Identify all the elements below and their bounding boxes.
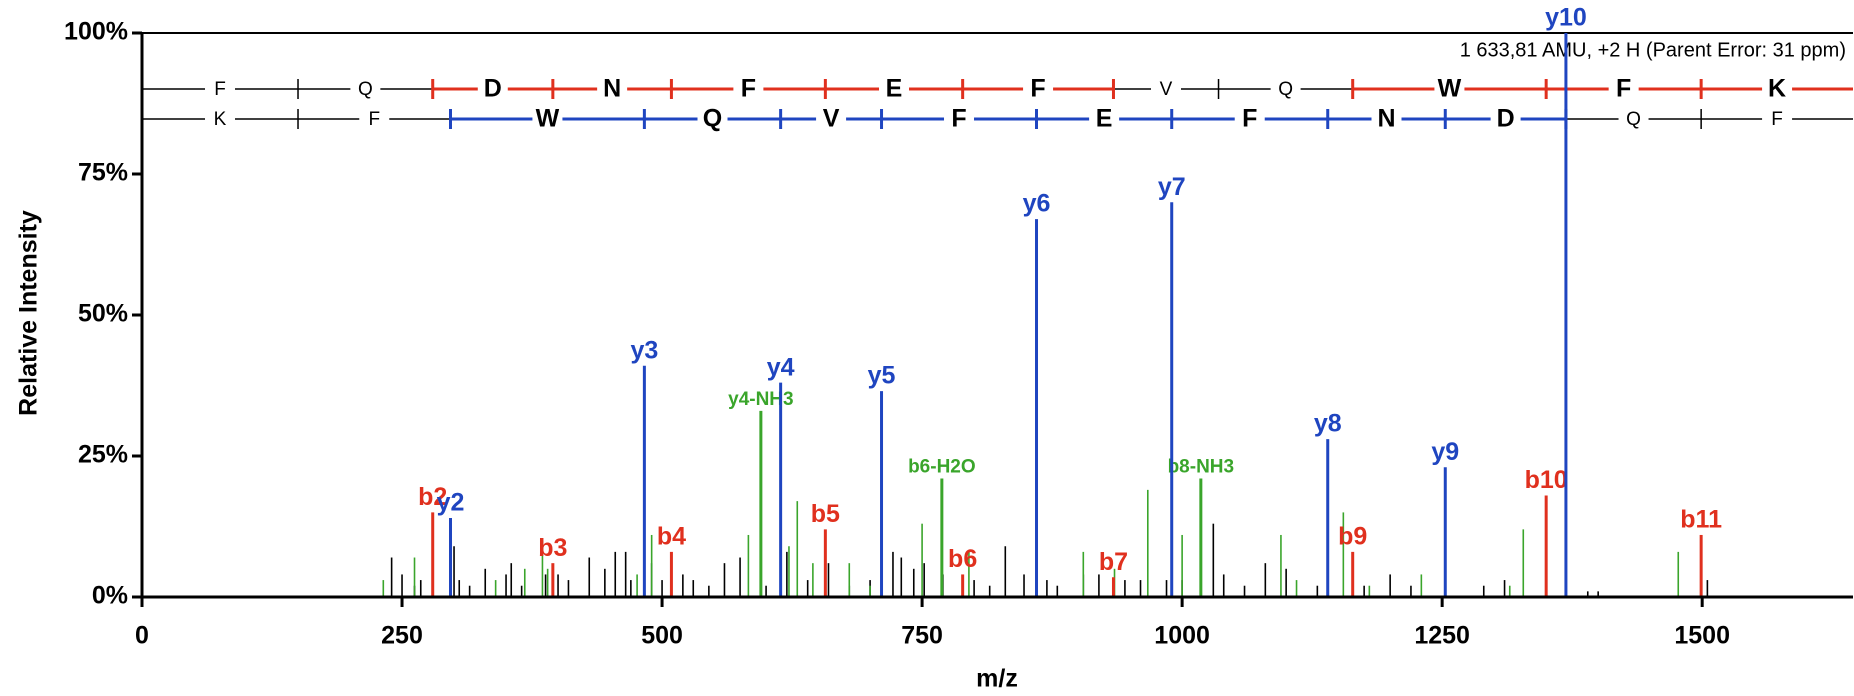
residue: F xyxy=(1771,109,1783,130)
residue: W xyxy=(1438,75,1462,103)
y-tick-label: 0% xyxy=(92,582,128,610)
y-axis-title: Relative Intensity xyxy=(15,210,43,416)
x-tick-label: 500 xyxy=(641,622,683,650)
peak-label: b6-H2O xyxy=(908,457,976,478)
peak-label: y6 xyxy=(1023,190,1051,218)
residue: K xyxy=(1768,75,1786,103)
x-tick-label: 1000 xyxy=(1154,622,1210,650)
x-tick-label: 250 xyxy=(381,622,423,650)
peak-label: b10 xyxy=(1525,466,1568,494)
x-tick-label: 1500 xyxy=(1674,622,1730,650)
residue: E xyxy=(1096,105,1113,133)
residue: K xyxy=(214,109,227,130)
peak-label: y9 xyxy=(1431,438,1459,466)
y-tick-label: 100% xyxy=(64,18,128,46)
y-tick-label: 50% xyxy=(78,300,128,328)
peak-label: b11 xyxy=(1680,506,1722,534)
residue: D xyxy=(1497,105,1515,133)
residue: E xyxy=(886,75,903,103)
peak-label: y7 xyxy=(1158,173,1186,201)
peak-label: y10 xyxy=(1545,4,1587,32)
residue: F xyxy=(1242,105,1257,133)
x-axis-title: m/z xyxy=(976,665,1018,693)
x-tick-label: 0 xyxy=(135,622,149,650)
peak-label: y4 xyxy=(767,353,795,381)
y-tick-label: 25% xyxy=(78,441,128,469)
residue: D xyxy=(484,75,502,103)
residue: W xyxy=(536,105,560,133)
residue: V xyxy=(823,105,840,133)
peak-label: y8 xyxy=(1314,410,1342,438)
peak-label: b4 xyxy=(657,522,686,550)
peak-label: b2 xyxy=(418,483,447,511)
residue: F xyxy=(1616,75,1631,103)
peak-label: b6 xyxy=(948,545,977,573)
x-tick-label: 1250 xyxy=(1414,622,1470,650)
peak-label: b5 xyxy=(811,500,840,528)
peak-label: b8-NH3 xyxy=(1168,457,1235,478)
residue: Q xyxy=(703,105,722,133)
y-tick-label: 75% xyxy=(78,159,128,187)
peak-label: y3 xyxy=(630,336,658,364)
residue: F xyxy=(951,105,966,133)
residue: F xyxy=(368,109,380,130)
peak-label: y4-NH3 xyxy=(728,389,793,410)
residue: F xyxy=(1030,75,1045,103)
residue: Q xyxy=(1278,79,1293,100)
residue: N xyxy=(603,75,621,103)
peak-label: b9 xyxy=(1338,522,1367,550)
residue: F xyxy=(741,75,756,103)
x-tick-label: 750 xyxy=(901,622,943,650)
residue: V xyxy=(1160,79,1173,100)
peak-label: b7 xyxy=(1099,548,1128,576)
peak-label: y5 xyxy=(868,362,896,390)
residue: N xyxy=(1377,105,1395,133)
peak-label: y2 xyxy=(437,489,465,517)
peak-label: b3 xyxy=(538,534,567,562)
residue: Q xyxy=(1626,109,1641,130)
residue: F xyxy=(214,79,226,100)
parent-annotation: 1 633,81 AMU, +2 H (Parent Error: 31 ppm… xyxy=(1460,39,1846,61)
residue: Q xyxy=(358,79,373,100)
